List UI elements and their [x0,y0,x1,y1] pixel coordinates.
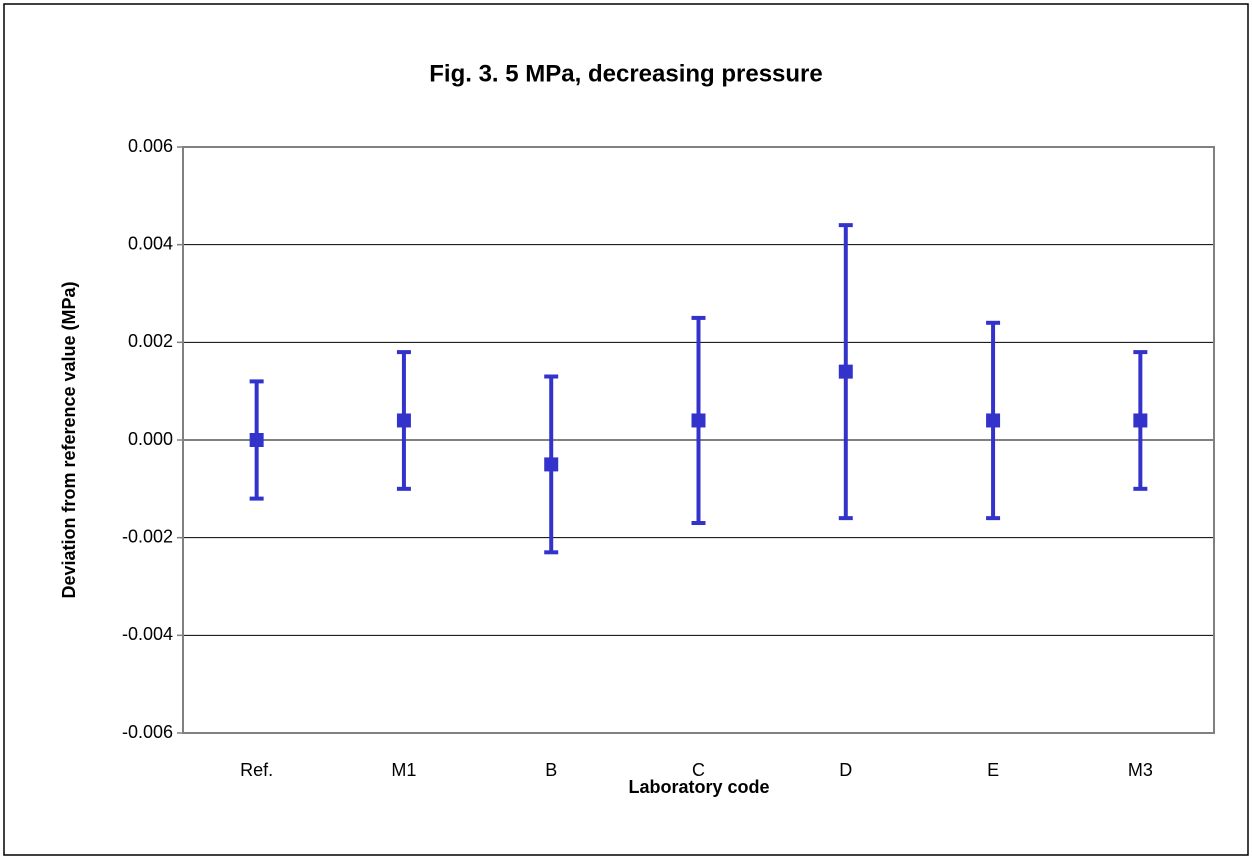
y-tick-label: 0.006 [128,136,173,156]
x-tick-label: C [692,760,705,780]
plot-area [182,146,1215,734]
chart-title: Fig. 3. 5 MPa, decreasing pressure [429,60,823,87]
y-axis-label: Deviation from reference value (MPa) [59,281,79,598]
point [986,413,1001,428]
point [396,413,411,428]
y-tick-label: 0.000 [128,429,173,449]
point [544,457,559,472]
y-tick-label: -0.004 [122,624,173,644]
x-tick-label: M3 [1128,760,1153,780]
y-tick-label: 0.002 [128,331,173,351]
x-tick-label: D [839,760,852,780]
point [691,413,706,428]
y-tick-label: -0.006 [122,722,173,742]
x-tick-label: E [987,760,999,780]
point [249,433,264,447]
x-tick-label: Ref. [240,760,273,780]
x-tick-label: B [545,760,557,780]
chart-frame [3,3,1249,856]
x-tick-label: M1 [391,760,416,780]
point [838,364,853,379]
x-axis-label: Laboratory code [628,777,769,797]
y-tick-label: 0.004 [128,233,173,253]
point [1133,413,1148,428]
y-tick-label: -0.002 [122,526,173,546]
